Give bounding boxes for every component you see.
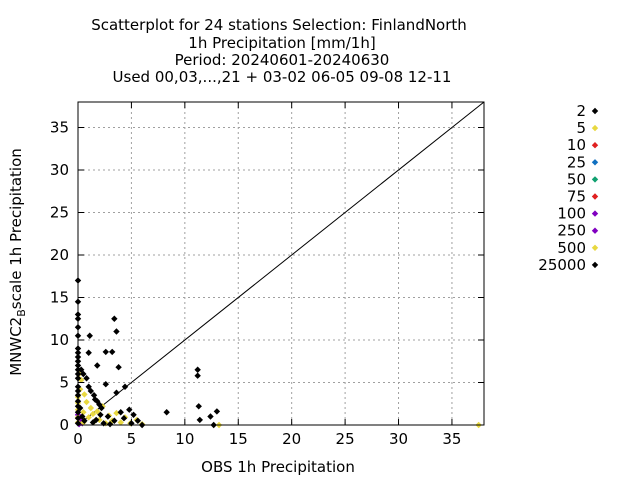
data-point: [80, 370, 87, 378]
data-point: [102, 381, 109, 388]
legend-label: 500: [557, 239, 586, 257]
x-tick-label: 35: [442, 430, 461, 448]
data-point: [126, 406, 133, 413]
data-point: [113, 328, 120, 335]
data-point: [121, 383, 129, 390]
data-point: [117, 419, 124, 426]
y-tick-label: 25: [50, 204, 69, 222]
y-axis-label: MNWC2Bscale 1h Precipitation: [7, 148, 28, 376]
x-tick-label: 5: [127, 430, 137, 448]
data-point: [104, 413, 112, 420]
data-point: [113, 409, 120, 417]
grid-lines: [78, 102, 484, 425]
y-tick-label: 20: [50, 246, 69, 264]
x-axis-label: OBS 1h Precipitation: [201, 458, 355, 476]
chart-title-line-1: Scatterplot for 24 stations Selection: F…: [91, 16, 467, 34]
data-point: [113, 389, 120, 396]
data-point: [83, 375, 90, 382]
data-point: [76, 404, 84, 412]
data-point: [130, 411, 137, 418]
data-point: [98, 404, 105, 412]
data-point: [87, 404, 95, 412]
data-point: [102, 348, 109, 356]
x-tick-label: 25: [336, 430, 355, 448]
legend-label: 25000: [538, 256, 586, 274]
y-tick-label: 5: [59, 374, 69, 392]
data-point: [89, 419, 97, 426]
legend-marker: [591, 227, 599, 234]
data-point: [134, 417, 142, 424]
legend-marker: [591, 176, 599, 183]
data-point: [108, 348, 116, 356]
y-tick-label: 30: [50, 161, 69, 179]
legend-label: 100: [557, 205, 586, 223]
data-point: [163, 409, 170, 416]
data-point: [120, 415, 128, 422]
plot-frame: [77, 101, 485, 426]
data-point: [85, 349, 92, 356]
data-point: [83, 398, 90, 406]
data-point: [111, 417, 118, 424]
legend-label: 50: [567, 170, 586, 188]
legend-marker: [591, 142, 599, 149]
data-point: [213, 408, 221, 415]
legend-label: 5: [576, 119, 586, 137]
x-tick-label: 0: [73, 430, 83, 448]
legend-label: 10: [567, 136, 586, 154]
x-tick-label: 15: [229, 430, 248, 448]
y-tick-label: 15: [50, 289, 69, 307]
chart-title-line-3: Period: 20240601-20240630: [175, 51, 390, 69]
data-point: [117, 409, 124, 416]
data-point: [195, 403, 202, 410]
chart-title-block: Scatterplot for 24 stations Selection: F…: [91, 16, 467, 86]
chart-title-line-4: Used 00,03,...,21 + 03-02 06-05 09-08 12…: [113, 68, 452, 86]
data-point: [194, 372, 201, 379]
y-axis-ticks: 0 5 10 15 20 25 30 35: [50, 119, 484, 434]
data-point: [106, 420, 114, 428]
data-point: [96, 416, 103, 424]
data-point: [196, 416, 203, 424]
data-points: [74, 277, 482, 429]
data-point: [94, 362, 101, 369]
x-axis-ticks: 0 5 10 15 20 25 30 35: [73, 102, 461, 448]
data-point: [85, 414, 92, 421]
data-point: [91, 396, 99, 403]
data-point: [78, 366, 85, 373]
legend-marker: [591, 124, 599, 132]
data-point: [207, 413, 214, 420]
legend-label: 2: [576, 102, 586, 120]
data-point: [87, 387, 95, 395]
legend-label: 250: [557, 222, 586, 240]
data-point: [97, 411, 104, 418]
data-point: [86, 332, 93, 339]
data-point: [90, 392, 98, 399]
x-tick-label: 20: [282, 430, 301, 448]
diagonal-reference-line: [77, 101, 485, 426]
data-point: [92, 416, 100, 424]
legend-marker: [591, 193, 599, 200]
x-tick-label: 30: [389, 430, 408, 448]
y-tick-label: 10: [50, 331, 69, 349]
series-25000: [74, 277, 221, 429]
legend-marker: [591, 159, 599, 166]
y-tick-label: 0: [59, 416, 69, 434]
y-tick-label: 35: [50, 119, 69, 137]
data-point: [111, 315, 118, 322]
legend-marker: [591, 210, 599, 217]
data-point: [115, 364, 122, 371]
legend-marker: [591, 261, 599, 269]
chart-title-line-2: 1h Precipitation [mm/1h]: [188, 34, 375, 52]
legend-label: 75: [567, 188, 586, 206]
data-point: [194, 366, 201, 373]
data-point: [79, 413, 86, 420]
x-tick-label: 10: [175, 430, 194, 448]
legend-marker: [591, 107, 599, 115]
data-point: [81, 391, 88, 398]
data-point: [94, 408, 101, 415]
legend-label: 25: [567, 153, 586, 171]
data-point: [89, 410, 97, 418]
legend-marker: [591, 244, 599, 251]
